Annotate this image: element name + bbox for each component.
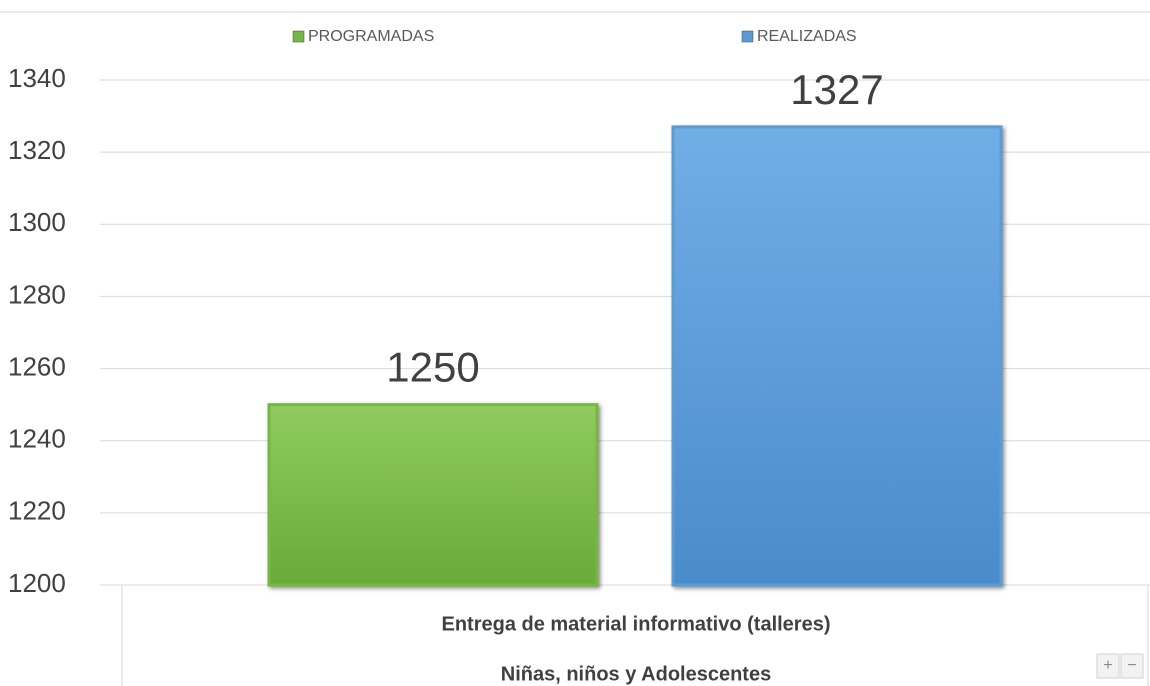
category-group-label: Niñas, niños y Adolescentes xyxy=(501,663,771,685)
bar xyxy=(267,403,599,587)
data-label: 1327 xyxy=(790,66,883,113)
y-tick-label: 1300 xyxy=(8,207,66,237)
y-tick-label: 1280 xyxy=(8,279,66,309)
data-label: 1250 xyxy=(386,344,479,391)
y-tick-label: 1200 xyxy=(8,568,66,598)
y-tick-label: 1220 xyxy=(8,496,66,526)
zoom-in-button[interactable] xyxy=(1096,653,1120,679)
legend-label: REALIZADAS xyxy=(757,28,857,45)
legend-swatch xyxy=(741,30,754,43)
zoom-out-button[interactable] xyxy=(1120,653,1144,679)
zoom-out[interactable]: − xyxy=(1127,657,1136,674)
legend-swatch xyxy=(292,30,305,43)
legend-label: PROGRAMADAS xyxy=(308,28,434,45)
bar xyxy=(671,125,1003,587)
y-tick-label: 1340 xyxy=(8,63,66,93)
zoom-in[interactable]: + xyxy=(1103,657,1112,674)
y-tick-label: 1240 xyxy=(8,424,66,454)
y-tick-label: 1260 xyxy=(8,351,66,381)
y-tick-label: 1320 xyxy=(8,135,66,165)
category-label: Entrega de material informativo (tallere… xyxy=(441,613,830,635)
